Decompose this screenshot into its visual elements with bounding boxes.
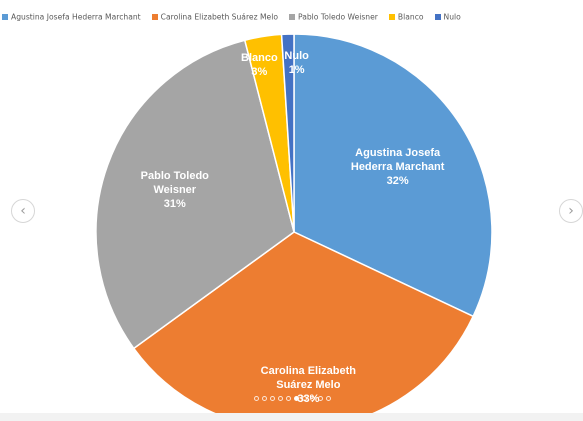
slice-data-label: Agustina Josefa Hederra Marchant 32%: [351, 147, 445, 187]
legend-label: Pablo Toledo Weisner: [297, 12, 378, 22]
pie-slice: [132, 231, 475, 421]
carousel-dot[interactable]: [286, 396, 291, 401]
slice-data-label: Nulo 1%: [284, 50, 309, 76]
legend-swatch: [288, 14, 295, 21]
carousel-dot[interactable]: [302, 396, 307, 401]
carousel-dot[interactable]: [310, 396, 315, 401]
legend-swatch: [151, 14, 158, 21]
carousel-prev-button[interactable]: ‹: [11, 199, 35, 223]
carousel-dot[interactable]: [262, 396, 267, 401]
legend-item: Pablo Toledo Weisner: [288, 12, 378, 22]
chevron-left-icon: ‹: [20, 203, 26, 219]
carousel-next-button[interactable]: ›: [559, 199, 583, 223]
pie-slice: [293, 33, 493, 318]
legend-item: Nulo: [434, 12, 461, 22]
chevron-right-icon: ›: [568, 203, 574, 219]
carousel-dot[interactable]: [278, 396, 283, 401]
legend-label: Nulo: [443, 12, 461, 22]
legend-item: Agustina Josefa Hederra Marchant: [2, 12, 141, 22]
legend-swatch: [2, 14, 8, 21]
legend-label: Carolina Elizabeth Suárez Melo: [160, 12, 278, 22]
legend-label: Agustina Josefa Hederra Marchant: [11, 12, 141, 22]
bottom-bar: [0, 413, 583, 421]
carousel-dot[interactable]: [294, 396, 299, 401]
carousel-dot[interactable]: [270, 396, 275, 401]
carousel-dot[interactable]: [326, 396, 331, 401]
chart-legend: Agustina Josefa Hederra Marchant Carolina…: [2, 12, 583, 26]
legend-label: Blanco: [397, 12, 424, 22]
pie-slice: [95, 39, 295, 350]
carousel-dot[interactable]: [318, 396, 323, 401]
legend-item: Carolina Elizabeth Suárez Melo: [151, 12, 278, 22]
pie-slice: [280, 33, 295, 233]
carousel-dot[interactable]: [254, 396, 259, 401]
slice-data-label: Pablo Toledo Weisner 31%: [141, 170, 210, 210]
slice-data-label: Carolina Elizabeth Suárez Melo 33%: [261, 365, 357, 405]
slice-data-label: Blanco 3%: [241, 52, 278, 78]
legend-swatch: [434, 14, 441, 21]
legend-swatch: [388, 14, 395, 21]
legend-item: Blanco: [388, 12, 424, 22]
carousel-pagination: [254, 396, 331, 404]
